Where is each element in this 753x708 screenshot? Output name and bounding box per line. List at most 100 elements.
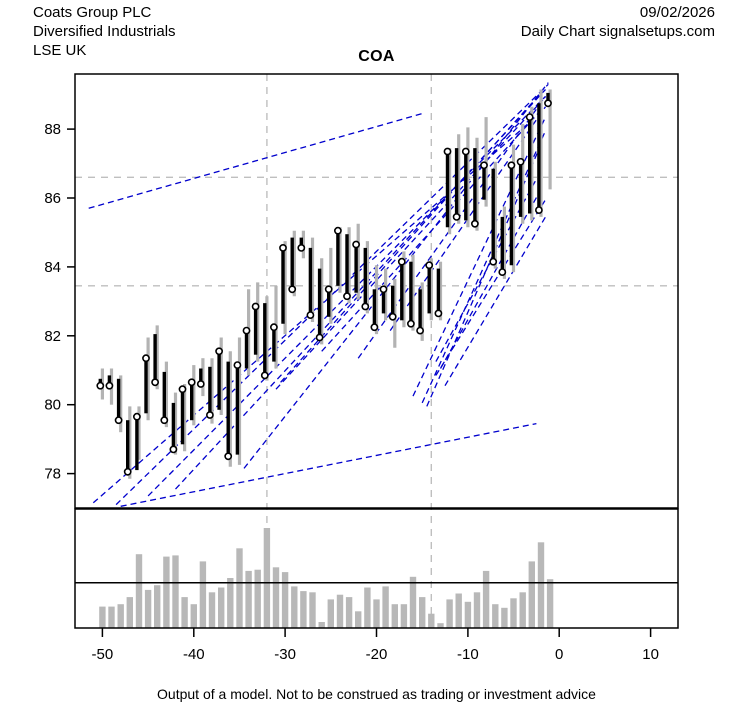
ohlc-bar: [279, 241, 287, 335]
volume-bar: [446, 599, 453, 628]
x-tick-label: -40: [183, 646, 205, 663]
volume-bar: [144, 589, 152, 628]
close-marker: [306, 311, 315, 319]
volume-bar: [528, 561, 535, 628]
price-panel-frame: [74, 73, 679, 509]
chart-date: 09/02/2026: [639, 4, 715, 21]
trendline-8: [321, 109, 542, 352]
volume-bar: [510, 598, 517, 629]
ohlc-bar: [333, 226, 342, 293]
header-left-block: Coats Group PLC Diversified Industrials …: [33, 3, 176, 60]
ohlc-bar: [434, 261, 443, 321]
ohlc-bar: [498, 206, 507, 279]
volume-bar: [482, 570, 490, 628]
volume-bar: [245, 570, 252, 628]
close-marker: [397, 257, 406, 266]
ohlc-bar: [160, 361, 169, 428]
close-marker: [224, 452, 233, 461]
close-marker: [379, 285, 388, 294]
ohlc-bar: [406, 254, 415, 331]
volume-bar: [492, 604, 499, 628]
volume-bar: [99, 606, 106, 628]
volume-bar: [336, 594, 344, 628]
volume-bar: [135, 554, 143, 628]
ohlc-bar: [288, 230, 297, 297]
close-marker: [425, 261, 434, 270]
volume-bar: [501, 607, 508, 628]
volume-bar: [199, 561, 207, 628]
close-marker: [516, 157, 525, 166]
volume-bar: [537, 542, 545, 628]
close-marker: [178, 385, 187, 394]
volume-bar: [172, 555, 179, 628]
ohlc-bar: [507, 144, 516, 273]
volume-bar: [455, 593, 462, 628]
volume-bar: [364, 587, 371, 628]
ohlc-bar: [315, 258, 324, 345]
ohlc-bar: [260, 296, 269, 381]
close-marker: [160, 416, 169, 425]
ohlc-bar: [151, 325, 159, 390]
close-marker: [461, 147, 470, 156]
volume-bar: [345, 597, 353, 628]
ohlc-bar: [215, 337, 223, 415]
close-marker: [187, 378, 196, 387]
close-marker: [525, 113, 534, 121]
close-marker: [215, 347, 223, 356]
close-marker: [169, 445, 178, 454]
ohlc-bar: [480, 117, 488, 207]
ohlc-bar: [379, 268, 388, 321]
volume-bar: [117, 604, 124, 628]
close-marker: [406, 319, 415, 328]
close-marker: [123, 467, 132, 476]
volume-bar: [300, 591, 307, 628]
close-marker: [114, 416, 123, 425]
ohlc-bar: [132, 406, 141, 471]
close-marker: [507, 161, 516, 170]
close-marker: [352, 240, 360, 249]
sector-name: Diversified Industrials: [33, 23, 176, 40]
volume-bar: [382, 586, 389, 628]
ohlc-bar: [452, 134, 461, 224]
volume-bar: [327, 599, 334, 628]
trendline-18: [120, 422, 537, 507]
close-marker: [205, 411, 214, 419]
close-marker: [470, 219, 479, 228]
close-marker: [498, 268, 507, 276]
trendline-10: [389, 106, 547, 331]
volume-bar: [428, 613, 435, 628]
close-marker: [233, 361, 242, 369]
x-tick-label: -20: [366, 646, 388, 663]
x-tick-label: -10: [457, 646, 479, 663]
ohlc-bar: [306, 237, 315, 322]
volume-bar: [236, 548, 243, 628]
trendline-16: [435, 199, 547, 376]
ohlc-bar: [416, 282, 424, 341]
ohlc-bar: [544, 89, 552, 190]
ohlc-bar: [535, 89, 543, 217]
volume-bar: [218, 587, 225, 628]
close-marker: [333, 226, 342, 235]
y-tick-label: 86: [44, 190, 61, 207]
close-marker: [343, 292, 351, 301]
close-marker: [279, 243, 287, 252]
volume-bar: [263, 528, 271, 628]
ohlc-bar: [352, 223, 360, 300]
close-marker: [388, 312, 397, 321]
close-marker: [544, 99, 552, 108]
volume-bar: [318, 622, 325, 628]
ohlc-bar: [370, 265, 379, 335]
x-tick-label: 10: [642, 646, 659, 663]
ohlc-bar: [242, 289, 251, 376]
close-marker: [96, 381, 105, 390]
volume-bar: [464, 601, 472, 628]
x-tick-label: 0: [555, 646, 563, 663]
close-marker: [416, 326, 424, 335]
close-marker: [288, 285, 297, 294]
volume-bar: [355, 611, 362, 628]
trendline-0: [88, 112, 423, 209]
x-tick-label: -30: [274, 646, 296, 663]
ohlc-bar: [388, 278, 397, 348]
